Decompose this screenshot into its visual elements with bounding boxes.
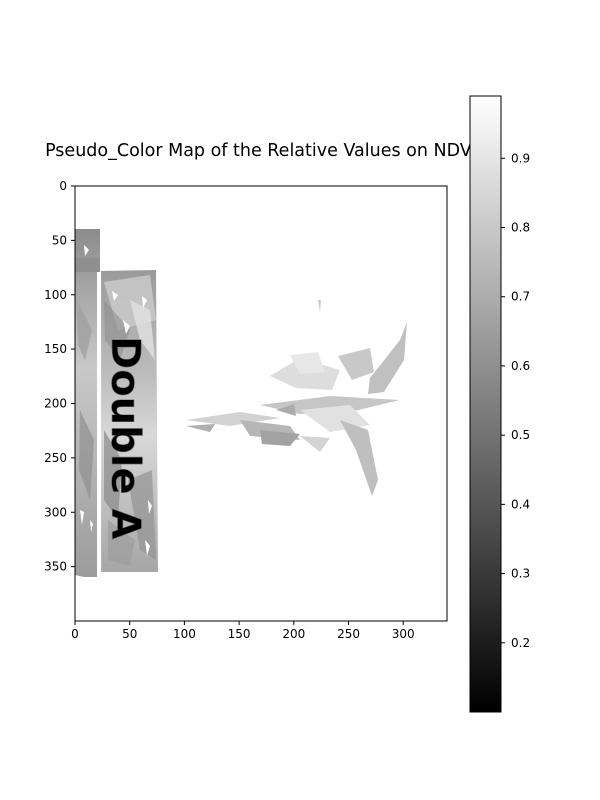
colorbar-tick-label: 0.6 [511,359,530,373]
y-tick-label: 300 [44,505,67,519]
colorbar-tick-label: 0.2 [511,636,530,650]
heatmap-image: Double A [75,186,447,621]
x-tick-label: 300 [392,627,415,641]
left-panel [75,229,100,577]
label-text: Double A [102,336,148,540]
y-tick-label: 0 [59,179,67,193]
x-tick-label: 50 [122,627,137,641]
plant-leaves [186,300,407,496]
x-tick-label: 250 [337,627,360,641]
y-tick-label: 250 [44,451,67,465]
colorbar [469,95,502,713]
colorbar-tick-label: 0.7 [511,290,530,304]
colorbar-axis: 0.2 0.3 0.4 0.5 0.6 0.7 0.8 0.9 [501,151,530,650]
y-axis: 0 50 100 150 200 250 300 350 [44,179,75,574]
chart-title: Pseudo_Color Map of the Relative Values … [45,141,477,161]
colorbar-tick-label: 0.4 [511,497,530,511]
x-tick-label: 200 [282,627,305,641]
colorbar-tick-label: 0.9 [511,151,530,165]
y-tick-label: 50 [52,233,67,247]
y-tick-label: 200 [44,397,67,411]
y-tick-label: 350 [44,560,67,574]
colorbar-tick-label: 0.8 [511,221,530,235]
x-tick-label: 150 [228,627,251,641]
colorbar-tick-label: 0.3 [511,567,530,581]
x-tick-label: 0 [71,627,79,641]
x-tick-label: 100 [173,627,196,641]
colorbar-tick-label: 0.5 [511,428,530,442]
y-tick-label: 100 [44,288,67,302]
y-tick-label: 150 [44,342,67,356]
x-axis: 0 50 100 150 200 250 300 [71,621,415,641]
